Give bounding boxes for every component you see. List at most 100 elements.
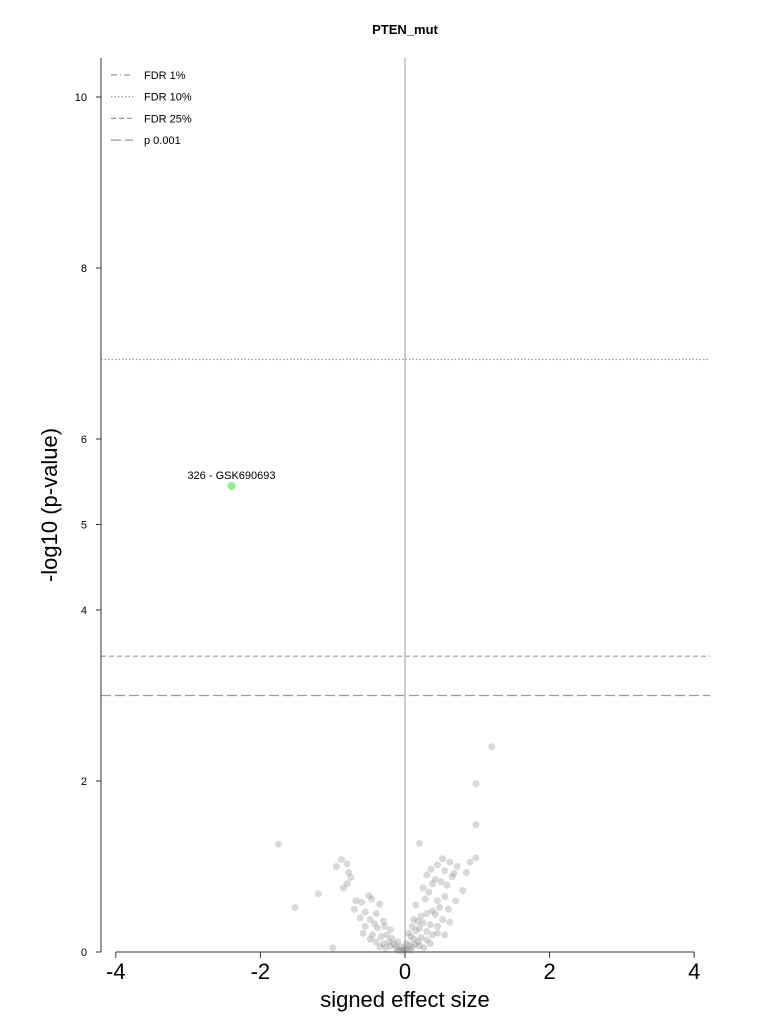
- data-point: [434, 929, 442, 937]
- data-point: [453, 863, 461, 870]
- data-point: [400, 945, 408, 953]
- axes: 0 2 4 5 6 8 10 -4 -2 0 2 4: [75, 58, 700, 984]
- data-point: [441, 931, 449, 939]
- data-point: [434, 922, 442, 930]
- data-point: [417, 933, 425, 941]
- data-point: [441, 892, 449, 900]
- data-point: [411, 940, 419, 948]
- data-point: [376, 943, 384, 951]
- data-point: [343, 860, 351, 868]
- data-point: [462, 868, 470, 876]
- data-point: [408, 943, 416, 951]
- data-point: [390, 940, 398, 948]
- data-point: [444, 905, 452, 913]
- data-point: [415, 839, 423, 847]
- data-point: [408, 922, 416, 930]
- legend: FDR 1% FDR 10% FDR 25% p 0.001: [111, 70, 192, 147]
- data-point: [392, 944, 400, 952]
- y-tick-label: 0: [81, 947, 87, 959]
- highlighted-point-group: 326 - GSK690693: [187, 470, 276, 491]
- y-tick-label: 8: [81, 263, 87, 275]
- data-point: [472, 780, 480, 788]
- data-point: [379, 939, 387, 947]
- data-point: [427, 865, 435, 873]
- data-point: [419, 919, 427, 927]
- data-point: [414, 938, 422, 946]
- data-point: [352, 897, 360, 905]
- data-point: [421, 895, 429, 903]
- data-point: [417, 912, 425, 920]
- data-point: [356, 914, 364, 922]
- data-point: [425, 888, 433, 896]
- data-point: [423, 910, 431, 918]
- data-point: [337, 856, 345, 864]
- data-point: [423, 936, 431, 944]
- legend-label: FDR 1%: [144, 70, 186, 82]
- data-point: [387, 942, 395, 950]
- data-point: [466, 858, 474, 866]
- y-axis-label: -log10 (p-value): [37, 428, 62, 582]
- data-point: [415, 924, 423, 932]
- data-point: [345, 868, 353, 876]
- data-point: [368, 895, 376, 903]
- data-point: [385, 938, 393, 946]
- data-point: [343, 880, 351, 888]
- x-tick-label: 2: [543, 959, 555, 984]
- data-point: [397, 947, 405, 955]
- data-point: [329, 944, 337, 952]
- data-point: [434, 861, 442, 869]
- data-point: [387, 926, 395, 934]
- x-tick-label: 4: [688, 959, 700, 984]
- data-point: [423, 871, 431, 879]
- data-point: [441, 867, 449, 875]
- data-point: [443, 881, 451, 889]
- data-point: [358, 898, 366, 906]
- data-point: [394, 938, 402, 946]
- data-point: [439, 916, 447, 924]
- x-axis-label: signed effect size: [320, 987, 490, 1012]
- data-point: [423, 927, 431, 935]
- highlighted-point: [227, 482, 236, 491]
- data-point: [366, 916, 374, 924]
- x-tick-label: 0: [399, 959, 411, 984]
- data-points: [274, 743, 496, 955]
- data-point: [472, 854, 480, 862]
- data-point: [412, 901, 420, 909]
- data-point: [361, 908, 369, 916]
- data-point: [397, 943, 405, 951]
- data-point: [434, 897, 442, 905]
- data-point: [388, 934, 396, 942]
- data-point: [426, 921, 434, 929]
- data-point: [439, 855, 447, 863]
- data-point: [419, 884, 427, 892]
- data-point: [405, 929, 413, 937]
- data-point: [383, 931, 391, 939]
- data-point: [426, 939, 434, 947]
- data-point: [365, 892, 373, 900]
- data-point: [407, 946, 415, 954]
- chart-title: PTEN_mut: [372, 22, 438, 37]
- data-point: [410, 916, 418, 924]
- data-point: [332, 863, 340, 870]
- data-point: [428, 880, 436, 888]
- legend-label: p 0.001: [144, 135, 181, 147]
- data-point: [472, 821, 480, 829]
- data-point: [410, 935, 418, 943]
- data-point: [459, 886, 467, 894]
- data-point: [402, 939, 410, 947]
- data-point: [436, 904, 444, 912]
- threshold-lines: [101, 58, 710, 952]
- data-point: [368, 931, 376, 939]
- data-point: [359, 929, 367, 937]
- data-point: [428, 931, 436, 939]
- x-tick-label: -4: [106, 959, 126, 984]
- y-tick-label: 4: [81, 605, 87, 617]
- data-point: [431, 910, 439, 918]
- point-annotation: 326 - GSK690693: [187, 470, 275, 482]
- data-point: [347, 874, 355, 882]
- data-point: [437, 878, 445, 886]
- data-point: [431, 875, 439, 883]
- data-point: [376, 900, 384, 908]
- y-tick-label: 6: [81, 434, 87, 446]
